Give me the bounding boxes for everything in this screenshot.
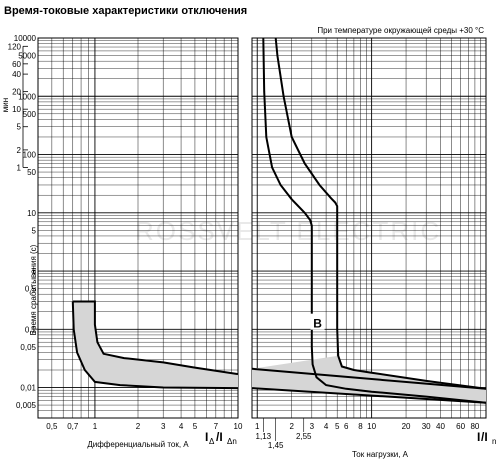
x-tick-label: 3 bbox=[310, 422, 315, 431]
x-tick-label: 60 bbox=[456, 422, 465, 431]
x-symbol-right-sub: n bbox=[492, 437, 496, 446]
x-tick-label: 1 bbox=[93, 422, 98, 431]
y-tick-label-min: 2 bbox=[17, 146, 22, 155]
tripping-band-area bbox=[72, 301, 238, 389]
x-tick-label: 5 bbox=[193, 422, 198, 431]
x-symbol-right-tail: /I bbox=[481, 430, 488, 444]
x-symbol-left: I bbox=[205, 430, 208, 444]
x-tick-label: 10 bbox=[234, 422, 243, 431]
watermark-text: ROSSVELT ELECTRIC bbox=[135, 216, 441, 246]
y-axis-label: Время срабатывания (с) bbox=[29, 244, 38, 335]
y-tick-label-sec: 5 bbox=[32, 226, 37, 235]
y-tick-label-min: 1 bbox=[17, 163, 22, 172]
x-tick-label: 10 bbox=[367, 422, 376, 431]
x-tick-label: 4 bbox=[179, 422, 184, 431]
x-tick-label: 4 bbox=[324, 422, 329, 431]
y-tick-label-sec: 100 bbox=[23, 151, 37, 160]
x-extra-tick-label: 1,45 bbox=[268, 441, 284, 450]
x-axis-label-left: Дифференциальный ток, А bbox=[87, 440, 189, 449]
upper-tripping-curve bbox=[274, 37, 487, 390]
y-tick-label-sec: 5000 bbox=[18, 52, 36, 61]
x-tick-label: 0,5 bbox=[46, 422, 58, 431]
y-tick-label-sec: 0,1 bbox=[25, 325, 37, 334]
y-tick-label-min: 120 bbox=[8, 42, 22, 51]
x-symbol-right: I bbox=[477, 430, 480, 444]
x-tick-label: 40 bbox=[436, 422, 445, 431]
y-tick-label-min: 10 bbox=[12, 105, 21, 114]
curve-label-bg bbox=[310, 313, 325, 330]
x-extra-tick-label: 1,13 bbox=[256, 432, 272, 441]
y-tick-label-sec: 0,005 bbox=[16, 401, 37, 410]
band-lower-line bbox=[251, 387, 487, 404]
temperature-annotation: При температуре окружающей среды +30 °С bbox=[317, 26, 484, 35]
lower-tripping-curve bbox=[262, 37, 487, 404]
y-tick-label-sec: 0,5 bbox=[25, 285, 37, 294]
y-tick-label-sec: 0,05 bbox=[20, 343, 36, 352]
x-tick-label: 2 bbox=[136, 422, 141, 431]
x-axis-label-right: Ток нагрузки, А bbox=[352, 450, 409, 459]
y-tick-label-min: 60 bbox=[12, 60, 21, 69]
x-symbol-left-tail: /I bbox=[216, 430, 223, 444]
y-tick-label-sec: 500 bbox=[23, 110, 37, 119]
y-tick-label-sec: 10000 bbox=[14, 34, 37, 43]
chart-title: Время-токовые характеристики отключения bbox=[4, 5, 247, 17]
x-extra-tick-label: 2,55 bbox=[296, 432, 312, 441]
band-upper-line bbox=[251, 367, 487, 390]
upper-limit-curve bbox=[72, 300, 239, 376]
y-tick-label-sec: 50 bbox=[27, 168, 36, 177]
x-tick-label: 2 bbox=[289, 422, 294, 431]
x-tick-label: 8 bbox=[358, 422, 363, 431]
y-tick-label-min: 5 bbox=[17, 123, 22, 132]
x-tick-label: 20 bbox=[402, 422, 411, 431]
y-tick-label-sec: 1 bbox=[32, 267, 37, 276]
x-tick-label: 80 bbox=[470, 422, 479, 431]
x-tick-label: 3 bbox=[161, 422, 166, 431]
y-tick-label-min: 20 bbox=[12, 88, 21, 97]
y-tick-label-sec: 10 bbox=[27, 209, 36, 218]
plot-frame bbox=[251, 37, 487, 419]
y-axis-minutes-label: мин bbox=[1, 98, 10, 112]
x-tick-label: 1 bbox=[255, 422, 260, 431]
chart-labels: Время срабатывания (с) мин Дифференциальны… bbox=[1, 98, 496, 459]
x-symbol-left-sub: Δ bbox=[209, 437, 215, 446]
curve-label-b: B bbox=[313, 317, 322, 331]
overload-panel: B При температуре окружающей среды +30 °С… bbox=[251, 26, 487, 450]
x-symbol-left-sub2: Δn bbox=[227, 437, 237, 446]
x-tick-label: 5 bbox=[335, 422, 340, 431]
x-tick-label: 30 bbox=[422, 422, 431, 431]
x-tick-label: 7 bbox=[214, 422, 219, 431]
lower-limit-curve bbox=[71, 301, 239, 390]
differential-panel: 10000 5000 1000 500 100 50 10 5 1 0,5 0,1 0,05 0,01 0… bbox=[8, 34, 243, 431]
x-tick-label: 6 bbox=[344, 422, 349, 431]
x-tick-label: 0,7 bbox=[67, 422, 79, 431]
y-tick-label-sec: 0,01 bbox=[20, 384, 36, 393]
y-tick-label-sec: 1000 bbox=[18, 92, 36, 101]
y-tick-label-min: 40 bbox=[12, 70, 21, 79]
